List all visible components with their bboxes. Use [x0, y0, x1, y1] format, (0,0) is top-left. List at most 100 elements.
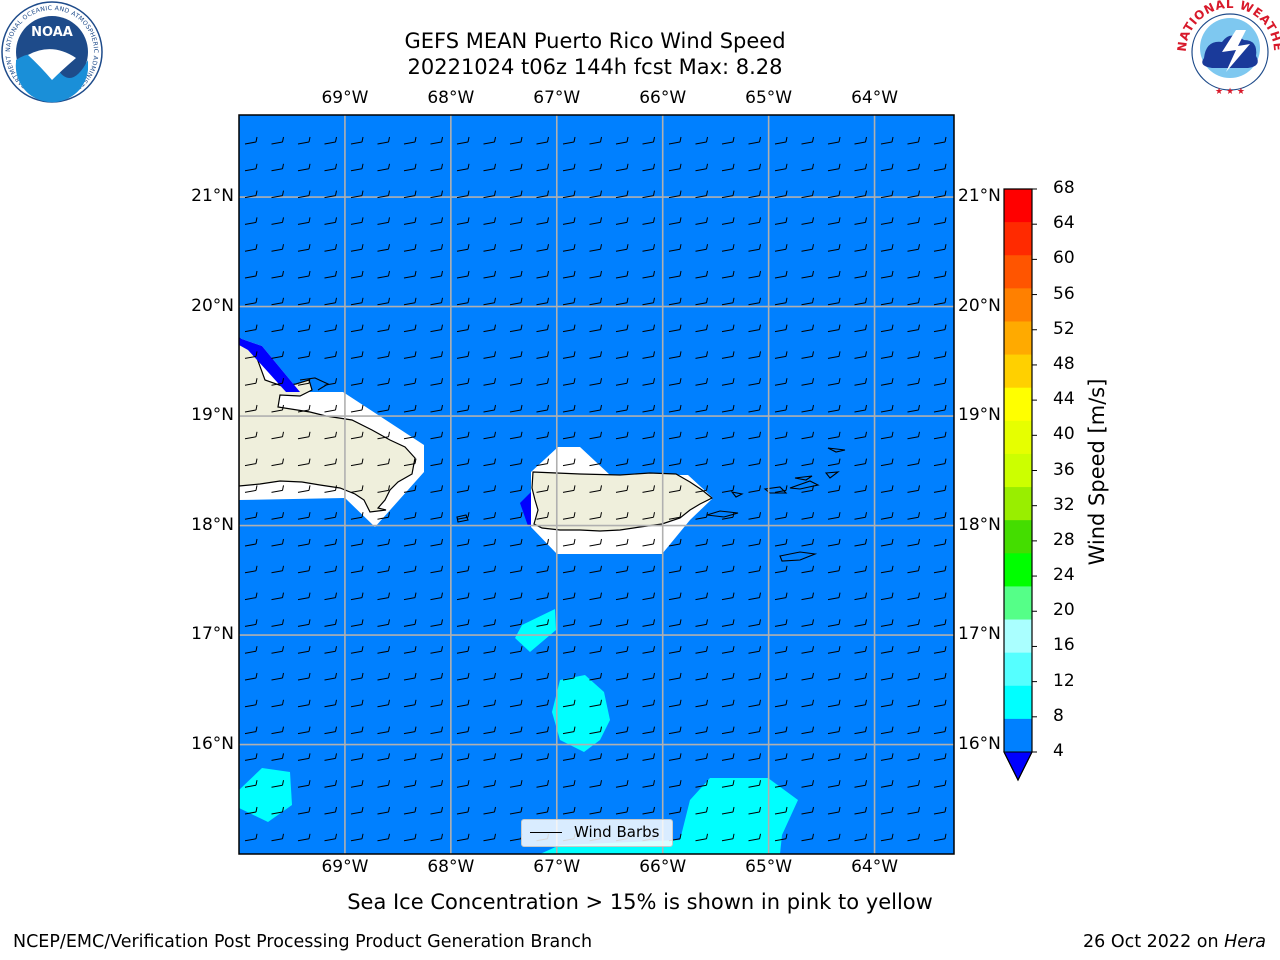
wind-barb	[403, 458, 417, 467]
wind-barb	[350, 431, 364, 440]
wind-barb	[377, 780, 390, 788]
wind-barb	[562, 136, 576, 145]
wind-barb	[642, 297, 655, 306]
wind-barb	[695, 404, 708, 413]
wind-barb	[880, 753, 894, 761]
wind-barb	[615, 431, 629, 440]
wind-barb	[589, 190, 602, 199]
wind-barb	[933, 619, 947, 627]
wind-barb	[854, 672, 867, 681]
wind-barb	[933, 672, 947, 681]
wind-barb	[615, 270, 629, 279]
wind-barb	[827, 646, 841, 654]
map-frame	[238, 114, 955, 855]
wind-barb	[483, 753, 496, 761]
wind-barb	[271, 753, 284, 761]
wind-barb	[615, 351, 629, 359]
wind-barb	[721, 163, 735, 172]
wind-barb	[854, 699, 867, 708]
colorbar-segment	[1004, 255, 1032, 289]
wind-barb	[854, 458, 867, 467]
wind-barb	[350, 297, 364, 306]
wind-barb	[827, 753, 841, 761]
wind-barb	[880, 378, 894, 386]
wind-barb	[668, 538, 682, 547]
wind-barb	[324, 136, 337, 145]
wind-barb	[933, 699, 947, 708]
wind-barb	[721, 297, 735, 306]
wind-barb	[801, 538, 814, 547]
wind-barb	[721, 217, 735, 225]
wind-barb	[907, 780, 920, 788]
wind-barb	[297, 458, 311, 467]
wind-barb	[695, 485, 708, 493]
wind-barb	[589, 672, 602, 681]
wind-barb	[827, 136, 841, 145]
wind-barb	[721, 458, 735, 467]
wind-barb	[880, 270, 894, 279]
wind-barb	[350, 351, 364, 359]
wind-barb	[377, 324, 390, 333]
wind-barb	[377, 619, 390, 627]
wind-barb	[297, 512, 311, 520]
latitude-label: 17°N	[191, 624, 234, 645]
wind-barb	[721, 431, 735, 440]
wind-barb	[430, 780, 443, 788]
wind-barb	[827, 485, 841, 493]
wind-barb	[403, 726, 417, 735]
wind-barb	[721, 699, 735, 708]
wind-barb	[403, 404, 417, 413]
wind-barb	[907, 833, 920, 842]
wind-barb	[589, 217, 602, 225]
wind-barb	[324, 270, 337, 279]
wind-barb	[615, 190, 629, 199]
nws-logo: NATIONAL WEATHER SERVICE ★ ★ ★	[0, 0, 1280, 97]
wind-barb	[880, 163, 894, 172]
wind-barb	[377, 753, 390, 761]
wind-barb	[430, 592, 443, 601]
wind-barb	[297, 431, 311, 440]
latitude-label: 21°N	[958, 186, 1001, 207]
wind-barb	[562, 726, 576, 735]
wind-barb	[880, 806, 894, 815]
wind-barb	[642, 753, 655, 761]
wind-barb	[721, 619, 735, 627]
wind-barb	[297, 297, 311, 306]
wind-barb	[297, 538, 311, 547]
colorbar-tick-label: 36	[1053, 459, 1075, 480]
wind-barb	[854, 270, 867, 279]
wind-barb	[668, 672, 682, 681]
wind-barb	[536, 404, 549, 413]
wind-barb	[536, 780, 549, 788]
wind-barb	[801, 163, 814, 172]
wind-barb	[774, 378, 788, 386]
wind-barb	[774, 806, 788, 815]
wind-barb	[933, 404, 947, 413]
wind-barb	[907, 324, 920, 333]
wind-barb	[748, 753, 761, 761]
wind-barb	[774, 324, 788, 333]
wind-barb	[271, 806, 284, 815]
wind-barb	[801, 512, 814, 520]
wind-barb	[642, 565, 655, 574]
wind-barb	[244, 431, 258, 440]
wind-barb	[801, 619, 814, 627]
wind-barb	[615, 297, 629, 306]
wind-barb	[748, 592, 761, 601]
colorbar-segment	[1004, 321, 1032, 356]
wind-barb	[350, 378, 364, 386]
wind-barb	[721, 404, 735, 413]
wind-barb	[536, 324, 549, 333]
colorbar-tick-label: 64	[1053, 213, 1075, 234]
wind-barb	[721, 672, 735, 681]
wind-barb	[562, 404, 576, 413]
wind-barb	[774, 726, 788, 735]
wind-barb	[456, 378, 470, 386]
wind-barb	[403, 565, 417, 574]
wind-barb	[933, 753, 947, 761]
wind-barb	[430, 378, 443, 386]
wind-barb	[854, 163, 867, 172]
wind-barb	[562, 806, 576, 815]
wind-barb	[854, 324, 867, 333]
wind-barb	[695, 512, 708, 520]
